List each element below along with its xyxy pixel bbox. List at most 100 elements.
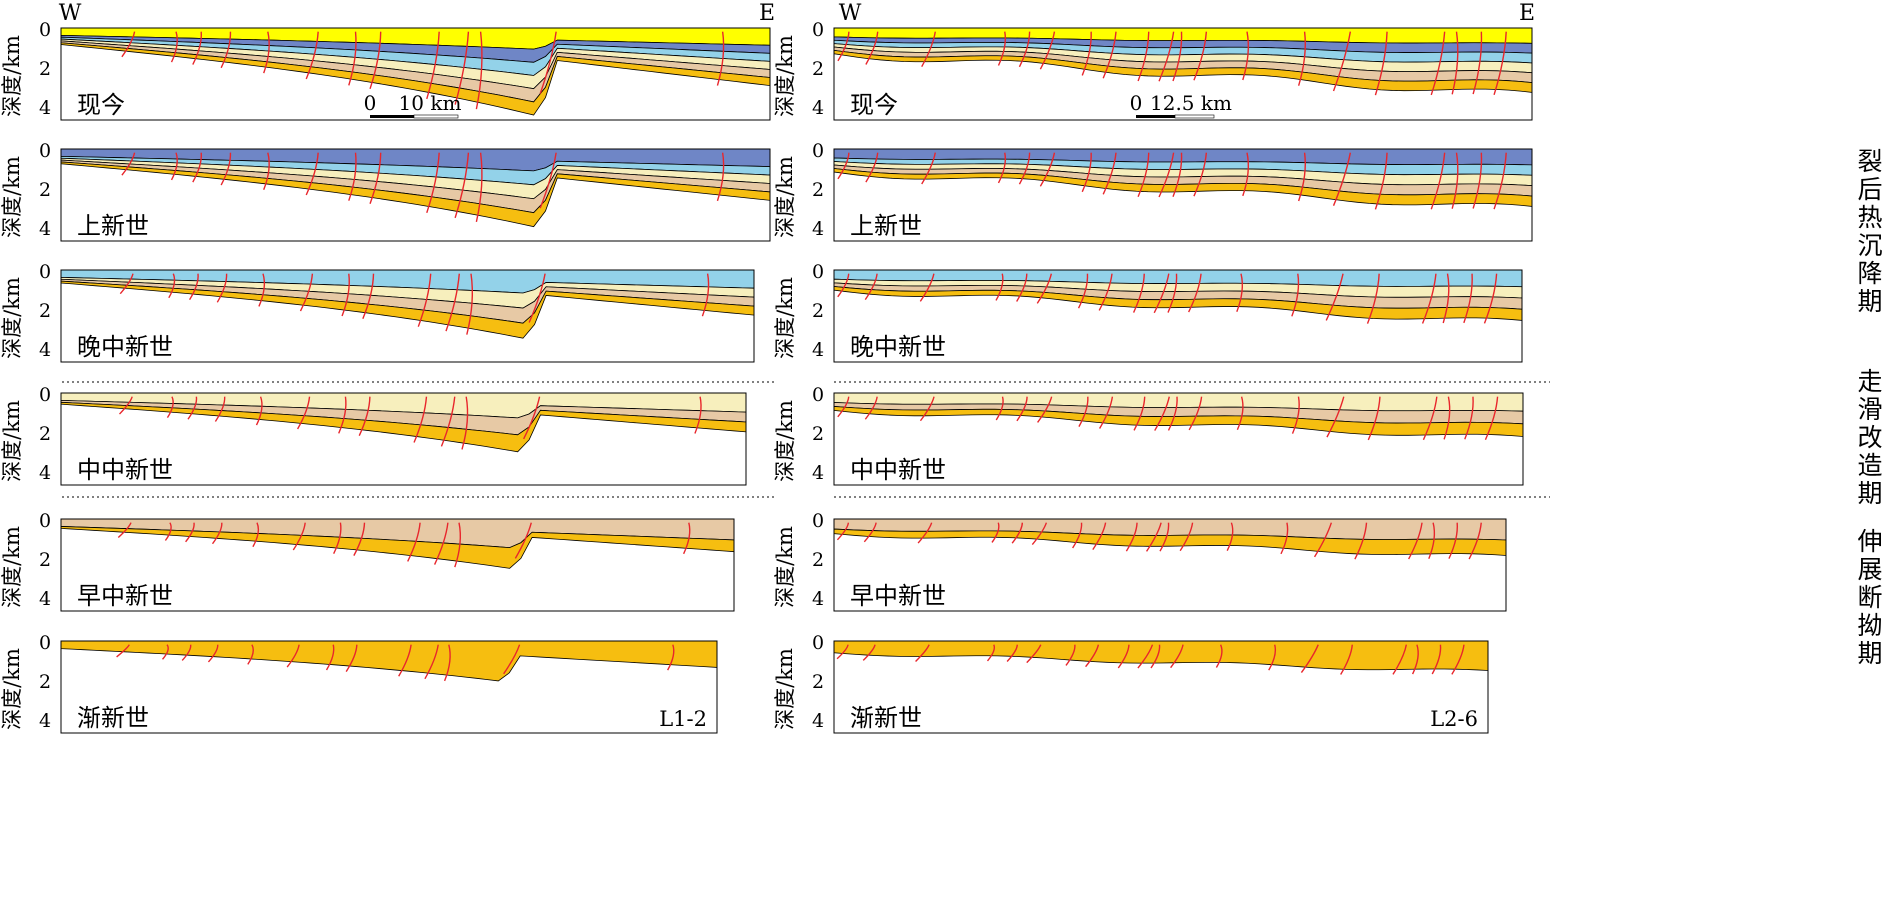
fault-line: [1039, 31, 1056, 70]
stratum-orange: [833, 640, 1489, 671]
panel-frame: [833, 392, 1524, 486]
fault-line: [1236, 273, 1244, 313]
fault-line: [863, 522, 877, 543]
fault-line: [1313, 522, 1333, 558]
fault-line: [1291, 396, 1300, 434]
fault-line: [1137, 152, 1150, 198]
fault-line: [1153, 273, 1170, 314]
fault-line: [1031, 522, 1048, 545]
fault-line: [865, 31, 879, 65]
fault-line: [997, 152, 1007, 184]
fault-line: [1366, 273, 1380, 324]
fault-line: [1483, 273, 1498, 324]
fault-line: [1158, 152, 1175, 198]
fault-line: [1172, 152, 1183, 198]
fault-line: [1448, 522, 1459, 559]
fault-line: [1354, 522, 1368, 560]
depth-tick-4: 4: [39, 710, 51, 732]
depth-axis-label: 深度/km: [773, 35, 797, 117]
depth-tick-0: 0: [39, 19, 51, 41]
fault-line: [338, 396, 347, 434]
fault-line: [701, 273, 710, 317]
panel-frame: [833, 148, 1533, 242]
depth-axis-label: 深度/km: [0, 35, 24, 117]
fault-line: [995, 396, 1004, 421]
panel-frame: [833, 518, 1507, 612]
fault-line: [454, 31, 470, 105]
fault-line: [263, 31, 270, 74]
depth-axis-label: 深度/km: [773, 648, 797, 730]
depth-tick-4: 4: [812, 588, 824, 610]
depth-axis-label: 深度/km: [0, 277, 24, 359]
fault-line: [1078, 396, 1089, 427]
fault-line: [837, 273, 850, 298]
fault-line: [1188, 396, 1203, 431]
fault-line: [528, 273, 546, 323]
depth-tick-2: 2: [812, 58, 824, 80]
fault-line: [1493, 152, 1507, 210]
fault-line: [836, 644, 849, 660]
fault-line: [461, 396, 469, 450]
scalebar-zero: 0: [1130, 91, 1143, 115]
depth-tick-4: 4: [812, 462, 824, 484]
depth-axis-label: 深度/km: [773, 277, 797, 359]
depth-tick-0: 0: [39, 261, 51, 283]
fault-line: [1451, 644, 1465, 675]
depth-tick-0: 0: [812, 632, 824, 654]
fault-line: [837, 396, 850, 418]
fault-line: [716, 31, 725, 86]
fault-line: [1268, 644, 1277, 671]
fault-line: [1430, 152, 1446, 210]
fault-line: [995, 273, 1004, 301]
fault-line: [296, 396, 311, 430]
fault-line: [1193, 31, 1208, 81]
fault-line: [1158, 31, 1175, 82]
panel-frame: [60, 640, 718, 734]
fault-line: [170, 152, 178, 181]
fault-line: [1300, 644, 1319, 673]
fault-line: [1226, 522, 1234, 551]
fault-line: [682, 522, 691, 555]
stage-label: 早中新世: [850, 582, 946, 610]
fault-line: [1326, 396, 1345, 438]
fault-line: [1039, 152, 1056, 187]
fault-line: [1085, 644, 1100, 668]
fault-line: [121, 31, 136, 58]
fault-line: [211, 522, 223, 545]
stage-label: 现今: [77, 91, 125, 119]
fault-line: [1332, 31, 1352, 92]
fault-line: [121, 152, 136, 176]
fault-line: [1125, 522, 1138, 552]
fault-line: [1081, 31, 1092, 76]
fault-line: [362, 273, 375, 319]
fault-line: [862, 644, 876, 661]
fault-line: [1006, 644, 1018, 662]
fault-line: [1026, 644, 1042, 664]
fault-line: [1332, 152, 1352, 206]
stage-label: 上新世: [77, 212, 149, 240]
fault-line: [118, 396, 133, 415]
fault-line: [247, 644, 254, 665]
fault-line: [1016, 396, 1028, 422]
panel-frame: [60, 148, 771, 242]
fault-line: [864, 396, 878, 420]
fault-line: [1137, 31, 1150, 82]
fault-line: [369, 152, 382, 205]
fault-line: [1421, 273, 1437, 324]
depth-tick-4: 4: [39, 97, 51, 119]
fault-line: [258, 273, 266, 307]
fault-line: [1179, 522, 1194, 552]
fault-line: [1018, 31, 1031, 68]
depth-tick-0: 0: [812, 19, 824, 41]
scalebar-label: 10 km: [399, 91, 462, 115]
fault-line: [189, 273, 199, 301]
fault-line: [192, 152, 203, 183]
fault-line: [917, 522, 933, 544]
depth-axis-label: 深度/km: [773, 400, 797, 482]
fault-line: [1037, 396, 1053, 423]
fault-line: [1072, 522, 1083, 549]
fault-line: [1430, 31, 1446, 96]
stage-label: 上新世: [850, 212, 922, 240]
panel-frame: [833, 269, 1523, 363]
